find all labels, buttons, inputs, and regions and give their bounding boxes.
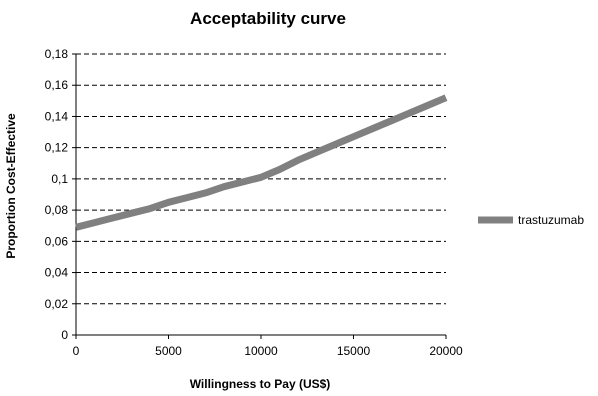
y-tick-label: 0,18 — [45, 47, 69, 61]
x-tick-label: 20000 — [429, 344, 463, 358]
legend-label-trastuzumab: trastuzumab — [518, 213, 584, 227]
y-tick-labels: 0 0,02 0,04 0,06 0,08 0,1 0,12 0,14 0,16 0,18 — [45, 47, 76, 342]
x-tick-label: 10000 — [244, 344, 278, 358]
y-tick-label: 0,08 — [45, 203, 69, 217]
y-tick-label: 0,16 — [45, 78, 69, 92]
x-tick-label: 0 — [73, 344, 80, 358]
chart-title: Acceptability curve — [190, 9, 346, 28]
series-line-trastuzumab — [75, 94, 448, 231]
grid-lines — [76, 53, 446, 305]
y-tick-label: 0,1 — [51, 172, 68, 186]
x-axis-title: Willingness to Pay (US$) — [190, 377, 331, 391]
y-tick-label: 0,04 — [45, 266, 69, 280]
series-group — [75, 94, 448, 231]
x-tick-labels: 0 5000 10000 15000 20000 — [73, 335, 463, 358]
y-tick-label: 0,14 — [45, 109, 69, 123]
y-tick-label: 0,06 — [45, 234, 69, 248]
x-tick-label: 5000 — [155, 344, 182, 358]
y-tick-label: 0 — [61, 328, 68, 342]
y-tick-label: 0,12 — [45, 141, 69, 155]
x-tick-label: 15000 — [337, 344, 371, 358]
legend: trastuzumab — [478, 213, 584, 227]
y-tick-label: 0,02 — [45, 297, 69, 311]
y-axis-title: Proportion Cost-Effective — [4, 113, 18, 259]
